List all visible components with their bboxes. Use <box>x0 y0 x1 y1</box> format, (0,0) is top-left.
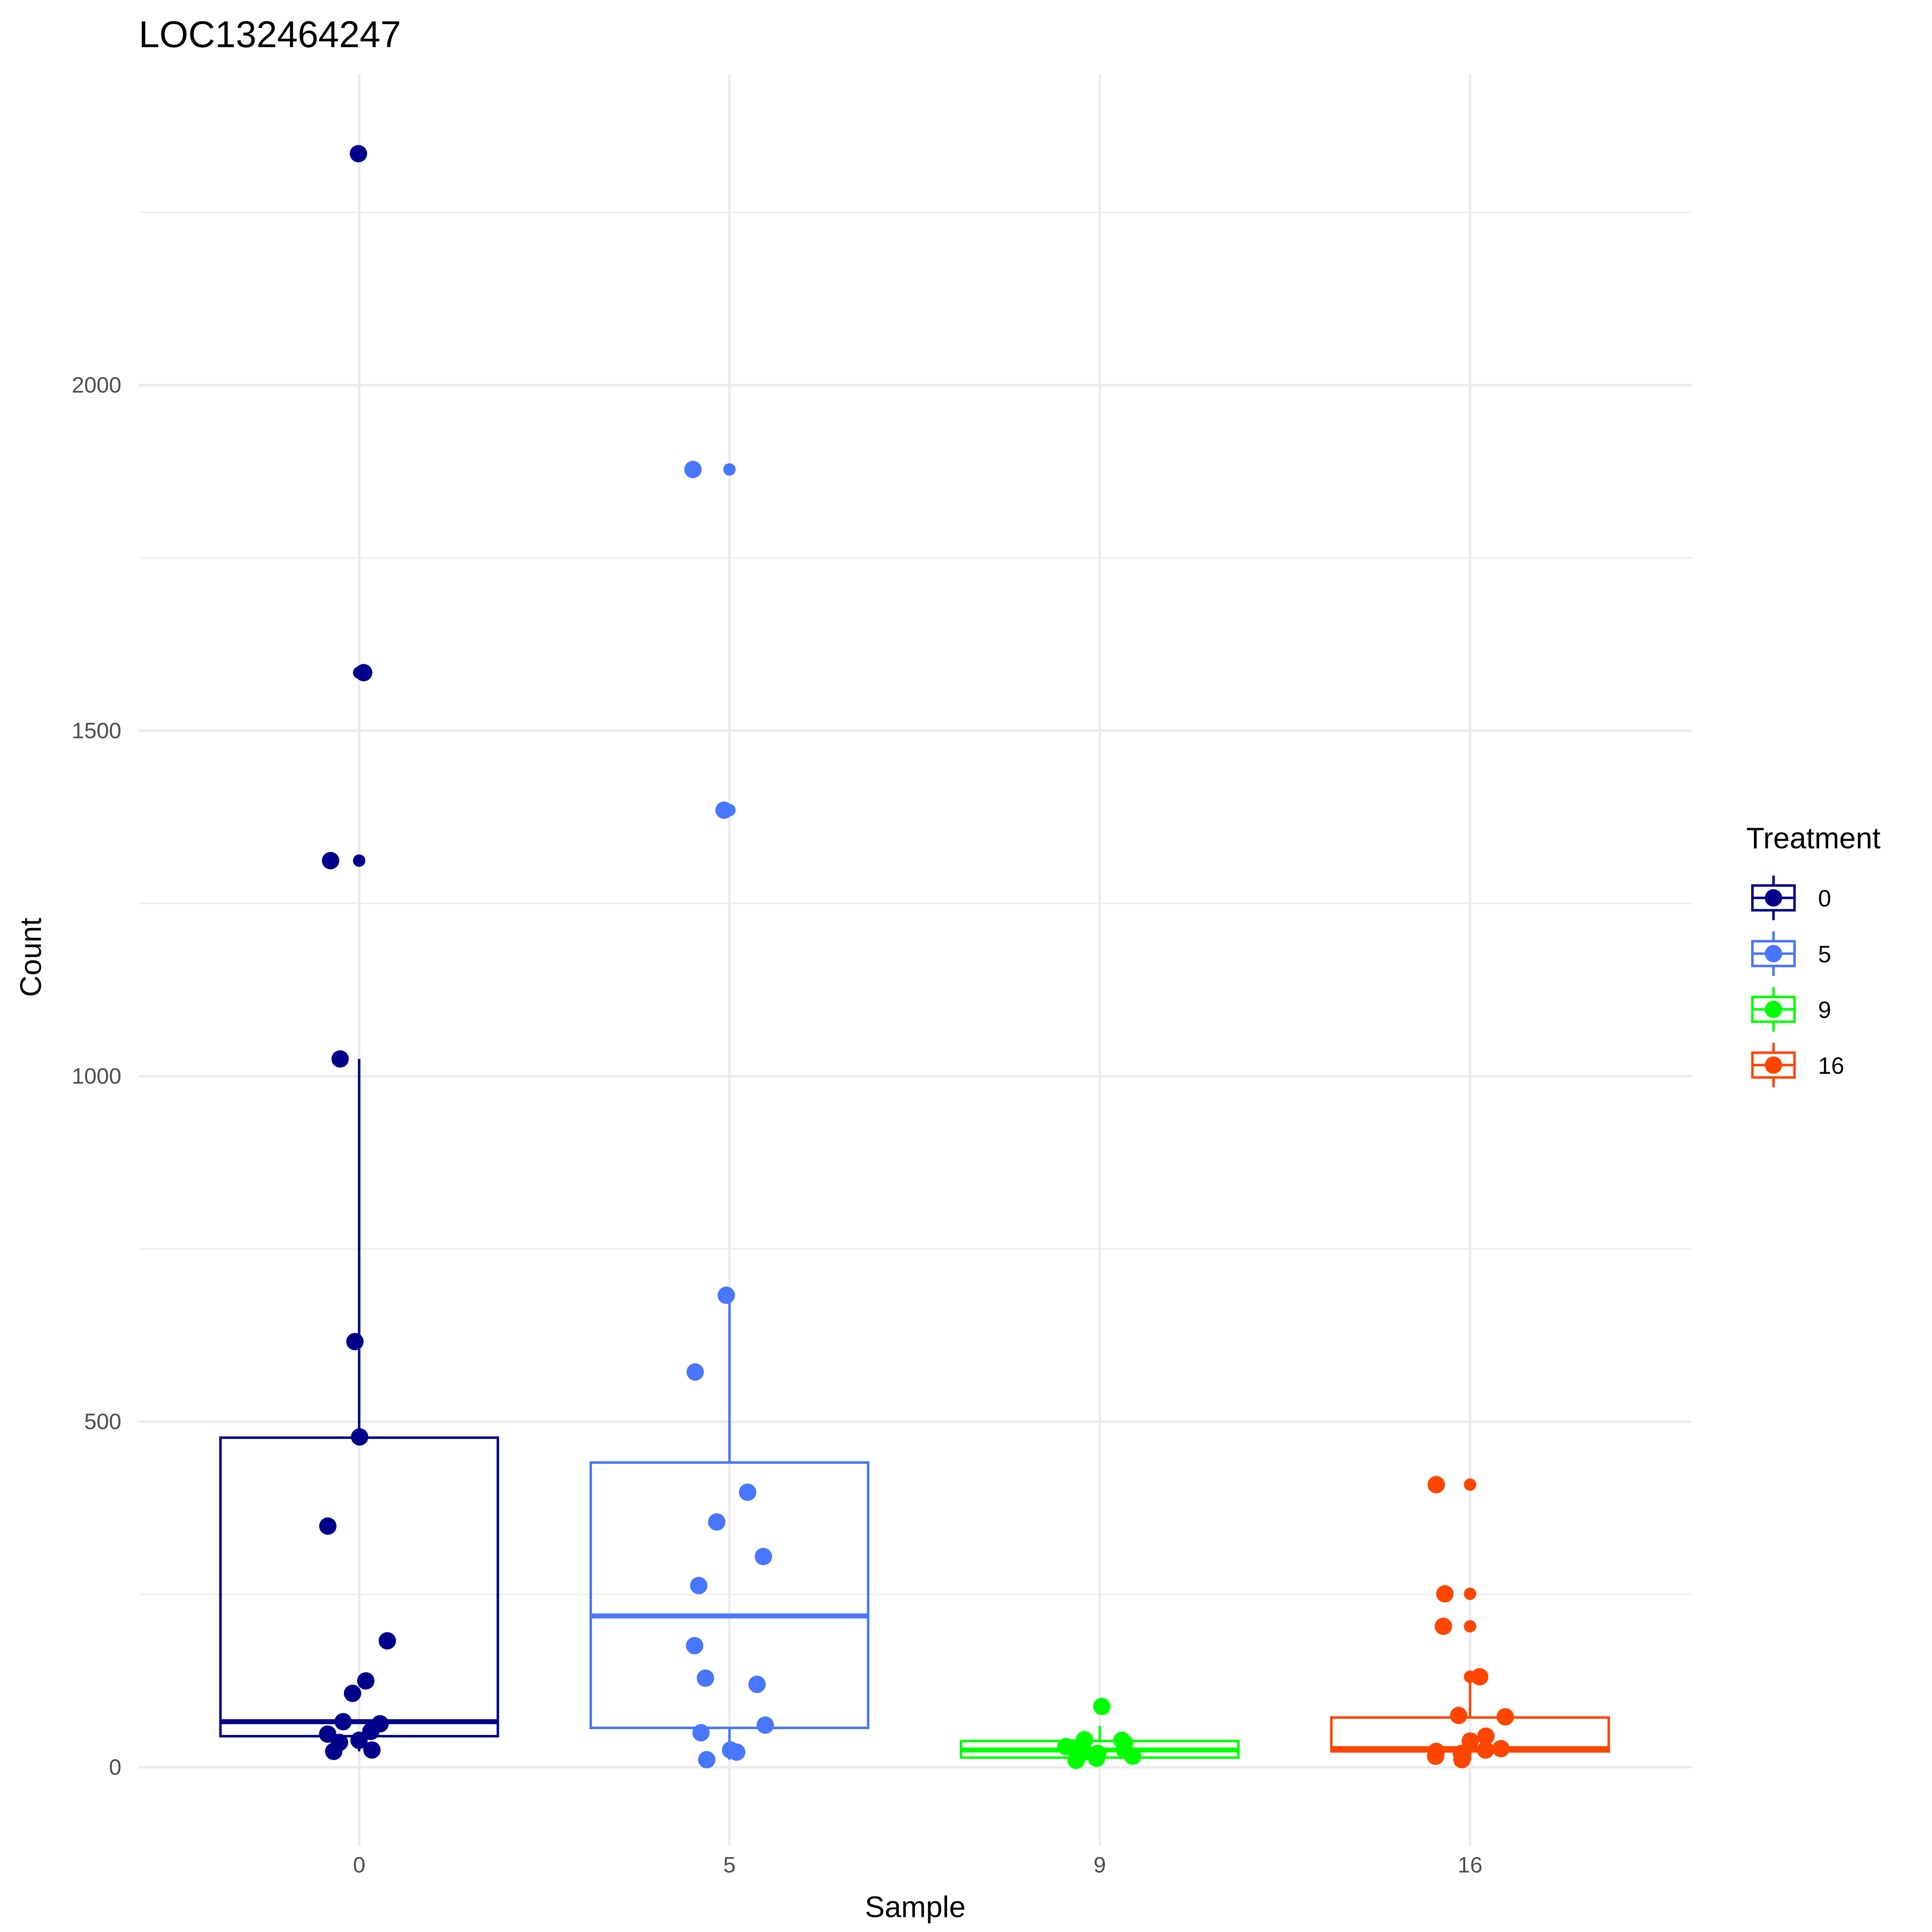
data-point <box>718 1286 735 1304</box>
boxes <box>219 1059 1610 1760</box>
data-point <box>1461 1732 1479 1750</box>
data-point <box>1088 1750 1105 1767</box>
legend-title: Treatment <box>1746 822 1881 855</box>
data-point <box>350 1731 368 1749</box>
data-point <box>698 1751 716 1769</box>
data-point <box>708 1513 726 1531</box>
points <box>319 145 1514 1769</box>
data-point <box>334 1713 352 1731</box>
data-point <box>322 852 339 869</box>
legend-key-0 <box>1751 876 1796 920</box>
data-point <box>692 1724 710 1742</box>
data-point <box>686 1363 704 1381</box>
data-point <box>325 1743 343 1760</box>
data-point <box>1067 1752 1085 1769</box>
legend: Treatment 0 5 9 16 <box>1746 822 1881 1088</box>
chart-title: LOC132464247 <box>139 14 401 55</box>
legend-label: 9 <box>1818 997 1831 1023</box>
grid <box>138 74 1692 1845</box>
y-axis-ticks: 0 500 1000 1500 2000 <box>72 373 121 1780</box>
data-point <box>757 1716 774 1734</box>
data-point <box>684 461 702 478</box>
data-point <box>728 1743 745 1761</box>
x-tick-label: 16 <box>1458 1853 1482 1878</box>
legend-point <box>1765 889 1782 907</box>
data-point <box>1427 1476 1445 1493</box>
data-point <box>739 1483 757 1501</box>
x-axis-label: Sample <box>865 1891 966 1924</box>
data-point <box>357 1672 375 1690</box>
legend-point <box>1765 1056 1782 1074</box>
data-point <box>1124 1747 1141 1765</box>
y-tick-label: 500 <box>84 1410 121 1434</box>
legend-label: 5 <box>1818 941 1831 967</box>
y-tick-label: 2000 <box>72 373 121 398</box>
data-point <box>344 1684 361 1702</box>
x-axis-ticks: 0 5 9 16 <box>353 1853 1482 1878</box>
data-point <box>1436 1585 1454 1603</box>
data-point <box>1471 1668 1488 1685</box>
x-tick-label: 9 <box>1094 1853 1106 1878</box>
data-point <box>755 1548 772 1565</box>
outlier-point <box>1464 1587 1476 1600</box>
data-point <box>1093 1697 1111 1715</box>
data-point <box>350 145 367 163</box>
data-point <box>1450 1707 1468 1725</box>
y-axis-label: Count <box>14 918 48 997</box>
data-point <box>1477 1741 1495 1759</box>
legend-key-9 <box>1751 987 1796 1032</box>
legend-point <box>1765 945 1782 963</box>
legend-label: 16 <box>1818 1053 1844 1079</box>
y-tick-label: 0 <box>109 1755 121 1780</box>
data-point <box>351 1428 369 1446</box>
outlier-point <box>353 854 366 867</box>
data-point <box>715 801 733 819</box>
outlier-point <box>723 463 736 476</box>
legend-label: 0 <box>1818 885 1831 912</box>
data-point <box>319 1517 337 1535</box>
data-point <box>1477 1727 1495 1745</box>
y-tick-label: 1500 <box>72 718 121 743</box>
box-iqr <box>1330 1716 1610 1753</box>
x-tick-label: 5 <box>723 1853 736 1878</box>
data-point <box>1427 1747 1444 1765</box>
x-tick-label: 0 <box>353 1853 365 1878</box>
data-point <box>331 1050 349 1068</box>
legend-key-5 <box>1751 931 1796 976</box>
outlier-point <box>1464 1478 1476 1491</box>
data-point <box>748 1675 766 1693</box>
y-tick-label: 1000 <box>72 1064 121 1088</box>
data-point <box>690 1577 707 1594</box>
data-point <box>1435 1617 1452 1635</box>
data-point <box>1492 1740 1510 1757</box>
data-point <box>1453 1751 1471 1769</box>
data-point <box>686 1637 704 1655</box>
data-point <box>378 1632 396 1650</box>
legend-key-16 <box>1751 1043 1796 1088</box>
outlier-point <box>1464 1620 1476 1633</box>
data-point <box>1497 1708 1514 1726</box>
data-point <box>363 1741 381 1759</box>
legend-point <box>1765 1000 1782 1018</box>
data-point <box>346 1333 364 1350</box>
data-point <box>362 1723 380 1740</box>
data-point <box>697 1669 714 1687</box>
box-iqr <box>589 1461 869 1729</box>
data-point <box>355 664 372 682</box>
